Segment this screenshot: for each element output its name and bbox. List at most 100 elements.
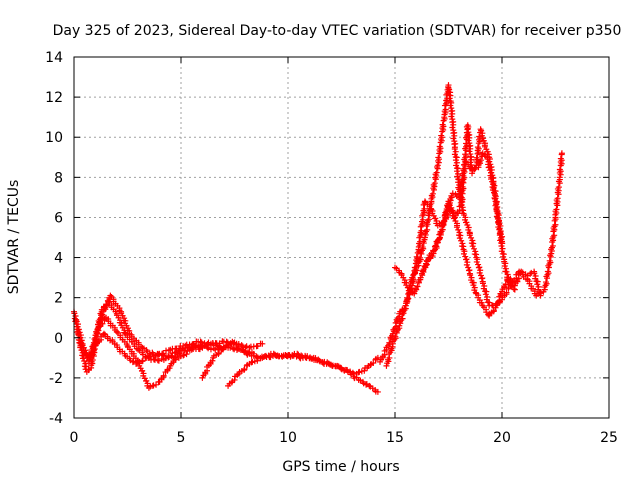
- data-series-trace-7: [377, 82, 565, 365]
- y-tick-label: 8: [54, 170, 63, 186]
- data-point: [431, 180, 438, 187]
- data-point: [347, 368, 354, 375]
- data-point: [448, 108, 455, 115]
- data-point: [557, 155, 564, 162]
- x-tick-label: 10: [279, 430, 297, 446]
- data-point: [480, 285, 487, 292]
- y-tick-label: 10: [45, 130, 63, 146]
- y-tick-label: 6: [54, 210, 63, 226]
- data-point: [496, 220, 503, 227]
- y-tick-label: 0: [54, 331, 63, 347]
- x-tick-label: 25: [600, 430, 618, 446]
- data-point: [495, 214, 502, 221]
- data-point: [337, 364, 344, 371]
- data-point: [476, 269, 483, 276]
- data-point: [451, 146, 458, 153]
- data-point: [558, 150, 565, 157]
- data-point: [454, 168, 461, 175]
- data-point: [156, 350, 163, 357]
- data-point: [466, 134, 473, 141]
- data-point: [450, 135, 457, 142]
- data-point: [271, 351, 278, 358]
- data-point: [460, 172, 467, 179]
- data-point: [433, 169, 440, 176]
- data-point: [467, 154, 474, 161]
- x-tick-label: 15: [386, 430, 404, 446]
- data-point: [455, 226, 462, 233]
- data-point: [450, 121, 457, 128]
- data-point: [241, 366, 248, 373]
- data-point: [169, 353, 176, 360]
- data-point: [105, 298, 112, 305]
- data-point: [448, 113, 455, 120]
- data-point: [73, 318, 80, 325]
- data-point: [474, 144, 481, 151]
- data-point: [460, 250, 467, 257]
- data-point: [183, 351, 190, 358]
- data-point: [325, 360, 332, 367]
- data-point: [439, 121, 446, 128]
- data-point: [447, 102, 454, 109]
- data-point: [197, 338, 204, 345]
- data-point: [499, 238, 505, 245]
- x-tick-label: 20: [493, 430, 511, 446]
- data-point: [465, 132, 472, 139]
- data-point: [449, 110, 456, 117]
- data-point: [463, 261, 470, 268]
- data-point: [555, 184, 562, 191]
- data-point: [454, 170, 461, 177]
- data-point: [499, 245, 506, 252]
- data-point: [450, 130, 457, 137]
- data-point: [497, 222, 504, 229]
- data-point: [489, 175, 496, 182]
- data-point: [238, 342, 245, 349]
- data-point: [553, 206, 560, 213]
- grid-lines: [74, 57, 609, 418]
- data-point: [451, 132, 458, 139]
- data-point: [452, 157, 459, 164]
- data-point: [424, 226, 431, 233]
- data-point: [212, 346, 219, 353]
- data-point: [502, 281, 509, 288]
- data-point: [465, 267, 472, 274]
- data-point: [551, 232, 558, 239]
- data-point: [454, 173, 461, 180]
- data-point: [496, 225, 503, 232]
- data-point: [259, 340, 266, 347]
- data-point: [438, 132, 445, 139]
- data-point: [222, 343, 229, 350]
- data-point: [465, 264, 472, 271]
- data-point: [466, 143, 473, 150]
- data-point: [431, 243, 438, 250]
- data-point: [505, 278, 512, 285]
- data-point: [270, 350, 277, 357]
- y-tick-label: 12: [45, 90, 63, 106]
- data-point: [344, 367, 351, 374]
- data-point: [486, 156, 493, 163]
- data-point: [361, 367, 368, 374]
- data-point: [478, 275, 485, 282]
- data-point: [546, 257, 553, 264]
- data-point: [417, 254, 424, 261]
- data-point: [430, 247, 437, 254]
- data-point: [453, 154, 460, 161]
- data-point: [477, 157, 484, 164]
- data-point: [449, 124, 456, 131]
- data-point: [107, 292, 114, 299]
- y-axis-title: SDTVAR / TECUs: [6, 180, 22, 295]
- data-point: [436, 143, 443, 150]
- data-point: [74, 323, 81, 330]
- data-point: [500, 253, 507, 260]
- plot-frame: [73, 56, 610, 419]
- data-point: [462, 253, 469, 260]
- data-point: [443, 207, 450, 214]
- data-point: [458, 194, 465, 201]
- data-point: [554, 195, 561, 202]
- data-series-trace-6: [225, 350, 381, 389]
- data-point: [452, 148, 459, 155]
- data-point: [370, 360, 377, 367]
- data-point: [503, 289, 510, 296]
- data-point: [463, 256, 470, 263]
- data-point: [414, 283, 421, 290]
- data-point: [465, 123, 472, 130]
